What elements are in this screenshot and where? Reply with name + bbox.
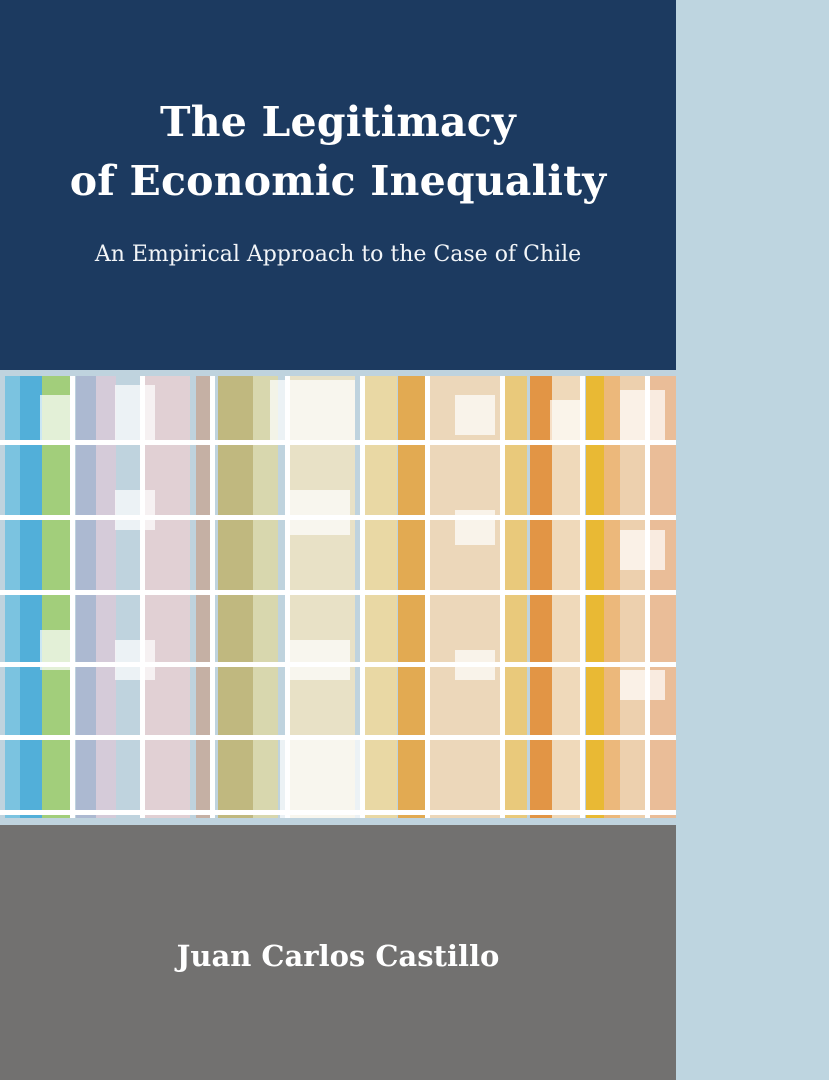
mosaic-light-patch-0	[40, 395, 70, 440]
author-band: Juan Carlos Castillo	[0, 825, 676, 1080]
mosaic-light-patch-7	[290, 490, 350, 535]
mosaic-grid-vertical-3	[285, 370, 290, 825]
mosaic-column-10	[362, 370, 397, 825]
mosaic-grid-vertical-1	[140, 370, 145, 825]
mosaic-grid-vertical-8	[645, 370, 650, 825]
book-author: Juan Carlos Castillo	[176, 939, 500, 973]
mosaic-graphic	[0, 370, 676, 825]
mosaic-column-1	[20, 370, 42, 825]
title-band: The Legitimacy of Economic Inequality An…	[0, 0, 676, 370]
mosaic-light-patch-9	[620, 530, 665, 570]
mosaic-column-7	[218, 370, 253, 825]
mosaic-column-12	[430, 370, 500, 825]
mosaic-grid-horizontal-5	[0, 810, 676, 815]
mosaic-grid-horizontal-2	[0, 590, 676, 595]
mosaic-light-patch-2	[270, 380, 355, 440]
mosaic-grid-vertical-6	[500, 370, 505, 825]
mosaic-light-patch-5	[620, 390, 665, 440]
cover-mosaic-artwork	[0, 370, 676, 825]
mosaic-column-3	[76, 370, 96, 825]
mosaic-column-8	[253, 370, 278, 825]
mosaic-grid-horizontal-1	[0, 515, 676, 520]
book-cover: The Legitimacy of Economic Inequality An…	[0, 0, 676, 1080]
mosaic-column-16	[586, 370, 604, 825]
mosaic-column-5	[145, 370, 190, 825]
mosaic-grid-horizontal-3	[0, 662, 676, 667]
mosaic-light-patch-3	[455, 395, 495, 435]
mosaic-grid-vertical-7	[580, 370, 585, 825]
mosaic-top-edge	[0, 370, 676, 376]
book-title-line-1: The Legitimacy	[160, 98, 516, 146]
mosaic-column-0	[5, 370, 20, 825]
book-subtitle: An Empirical Approach to the Case of Chi…	[94, 242, 582, 267]
mosaic-grid-horizontal-4	[0, 735, 676, 740]
mosaic-grid-vertical-2	[210, 370, 215, 825]
mosaic-column-2	[42, 370, 70, 825]
mosaic-grid-vertical-5	[425, 370, 430, 825]
mosaic-column-17	[604, 370, 620, 825]
mosaic-grid-vertical-0	[70, 370, 75, 825]
mosaic-grid-vertical-4	[360, 370, 365, 825]
mosaic-column-4	[96, 370, 116, 825]
mosaic-column-13	[505, 370, 527, 825]
mosaic-column-6	[196, 370, 213, 825]
mosaic-column-11	[398, 370, 428, 825]
mosaic-light-patch-4	[550, 400, 580, 440]
mosaic-light-patch-1	[115, 385, 155, 445]
book-spine	[676, 0, 829, 1080]
book-title-line-2: of Economic Inequality	[69, 157, 607, 205]
mosaic-grid-horizontal-0	[0, 440, 676, 445]
mosaic-light-patch-11	[115, 640, 155, 680]
mosaic-light-patch-14	[620, 670, 665, 700]
mosaic-column-19	[650, 370, 676, 825]
mosaic-column-15	[552, 370, 584, 825]
mosaic-bottom-edge	[0, 818, 676, 825]
mosaic-light-patch-6	[115, 490, 155, 530]
mosaic-light-patch-12	[290, 640, 350, 680]
mosaic-column-14	[530, 370, 552, 825]
